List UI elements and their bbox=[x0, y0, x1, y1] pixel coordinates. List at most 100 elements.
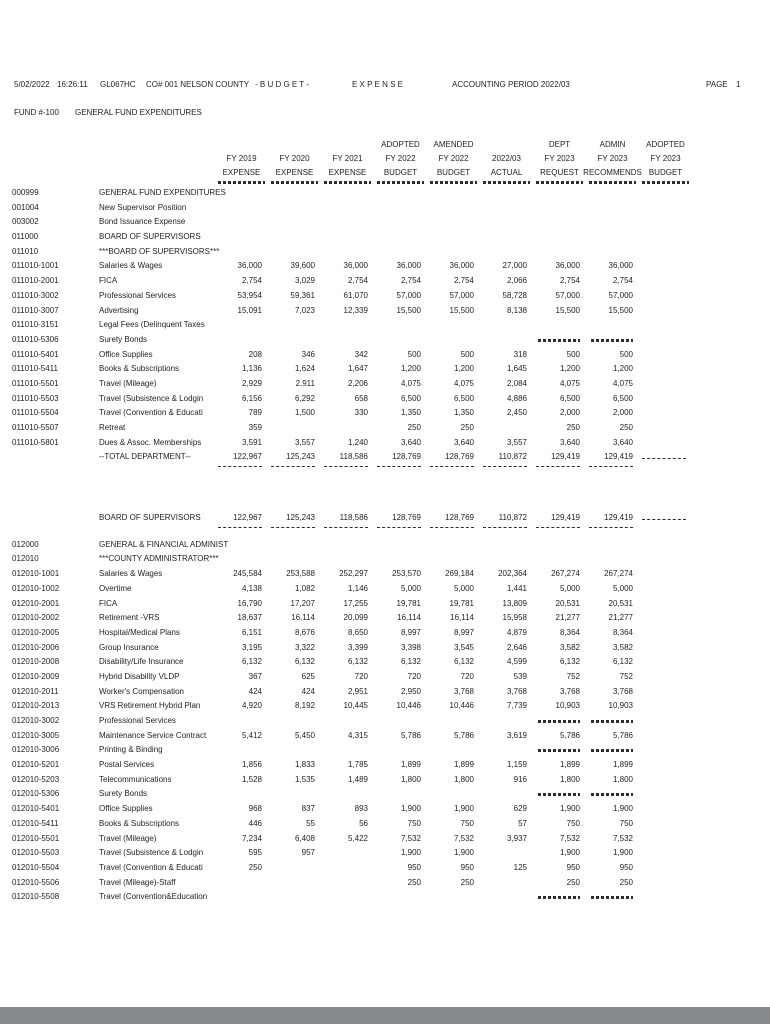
account-description: Retreat bbox=[99, 423, 126, 432]
column-header-label: EXPENSE bbox=[275, 168, 314, 177]
value-cell: 424 bbox=[248, 686, 262, 696]
value-cell: 3,619 bbox=[506, 730, 527, 740]
value-cell: 916 bbox=[513, 774, 527, 784]
value-cell: 3,768 bbox=[559, 686, 580, 696]
value-cell: 1,899 bbox=[400, 760, 421, 770]
value-cell: 750 bbox=[407, 818, 421, 828]
underlined-total bbox=[642, 518, 686, 521]
table-column-headers: FY 2019 EXPENSE FY 2020 EXPENSE FY 2021 EXPEN… bbox=[0, 130, 770, 184]
value-cell: 59,361 bbox=[290, 290, 315, 300]
value-cell: 446 bbox=[248, 818, 262, 828]
value-cell: 57,000 bbox=[396, 290, 421, 300]
value-cell: 750 bbox=[619, 818, 633, 828]
value-cell: 8,650 bbox=[347, 627, 368, 637]
account-code: 012010-2008 bbox=[12, 657, 60, 667]
value-cell: 1,856 bbox=[241, 760, 262, 770]
table-row: 012010-2001 FICA 16,790 17,207 17,255 19,781 1… bbox=[0, 597, 770, 612]
table-row: 011000 BOARD OF SUPERVISORS bbox=[0, 230, 770, 245]
value-cell: 6,132 bbox=[612, 657, 633, 667]
value-cell: 318 bbox=[513, 349, 527, 359]
account-code: 011010-5503 bbox=[12, 393, 59, 403]
account-code: 011010-1001 bbox=[12, 261, 59, 271]
value-cell: 1,800 bbox=[400, 774, 421, 784]
value-cell: 3,557 bbox=[506, 437, 527, 447]
value-cell: 500 bbox=[566, 349, 580, 359]
value-cell: 5,412 bbox=[241, 730, 262, 740]
account-description: VRS Retirement Hybrid Plan bbox=[99, 701, 201, 711]
table-row: 011010-5501 Travel (Mileage) 2,929 2,911 2,2… bbox=[0, 377, 770, 392]
value-cell: 20,531 bbox=[555, 598, 580, 608]
fund-line: FUND #-100 GENERAL FUND EXPENDITURES bbox=[0, 108, 770, 120]
dash-rule bbox=[591, 338, 633, 342]
underlined-total: 128,769 bbox=[377, 450, 421, 468]
account-description: Printing & Binding bbox=[99, 745, 163, 755]
account-description: Salaries & Wages bbox=[99, 261, 163, 271]
value-cell: 128,769 bbox=[427, 511, 480, 528]
value-cell: 330 bbox=[354, 408, 368, 418]
value-cell: 1,350 bbox=[400, 408, 421, 418]
account-description: New Supervisor Position bbox=[99, 202, 187, 212]
value-cell: 19,781 bbox=[396, 598, 421, 608]
value-cell: 6,500 bbox=[612, 393, 633, 403]
value-cell: 6,151 bbox=[241, 627, 262, 637]
value-cell: 129,419 bbox=[533, 450, 586, 468]
account-code: 012010-5501 bbox=[12, 833, 60, 843]
value-cell: 4,315 bbox=[347, 730, 368, 740]
table-row: 012010-2006 Group Insurance 3,195 3,322 3,39… bbox=[0, 641, 770, 656]
account-description: Travel (Mileage)-Staff bbox=[99, 877, 176, 887]
program-id: GL067HC bbox=[100, 80, 136, 89]
value-cell: 3,768 bbox=[453, 686, 474, 696]
fund-name: GENERAL FUND EXPENDITURES bbox=[75, 108, 202, 117]
page-label: PAGE bbox=[706, 80, 728, 89]
header-underline bbox=[589, 181, 636, 184]
value-cell: 4,920 bbox=[241, 701, 262, 711]
value-cell: 1,624 bbox=[294, 364, 315, 374]
account-code: 012010-5401 bbox=[12, 804, 60, 814]
value-cell: 1,800 bbox=[559, 774, 580, 784]
account-description: Professional Services bbox=[99, 290, 176, 300]
value-cell: 56 bbox=[359, 818, 368, 828]
account-description: BOARD OF SUPERVISORS bbox=[99, 513, 201, 523]
value-cell: 3,640 bbox=[612, 437, 633, 447]
value-cell: 245,584 bbox=[233, 569, 262, 579]
value-cell: 346 bbox=[301, 349, 315, 359]
account-code: 011010-5507 bbox=[12, 423, 59, 432]
value-cell: 16,114 bbox=[450, 613, 474, 623]
value-cell: 129,419 bbox=[586, 511, 639, 528]
value-cell: 267,274 bbox=[551, 569, 580, 579]
value-cell: 5,000 bbox=[559, 583, 580, 593]
value-cell: 500 bbox=[407, 349, 421, 359]
header-underline bbox=[642, 181, 689, 184]
value-cell: 950 bbox=[407, 862, 421, 872]
value-cell bbox=[533, 333, 586, 348]
value-cell: 125,243 bbox=[268, 450, 321, 468]
account-code: 011010-5306 bbox=[12, 334, 59, 344]
column-header-4: AMENDED FY 2022 BUDGET bbox=[427, 130, 480, 184]
account-description: Legal Fees (Delinquent Taxes bbox=[99, 320, 205, 330]
account-description: Office Supplies bbox=[99, 349, 153, 359]
value-cell: 5,786 bbox=[453, 730, 474, 740]
value-cell: 3,640 bbox=[559, 437, 580, 447]
value-cell: 3,322 bbox=[294, 642, 315, 652]
table-row: 012010-5501 Travel (Mileage) 7,234 6,408 5,4… bbox=[0, 832, 770, 847]
account-code: 011010-3002 bbox=[12, 290, 59, 300]
column-header-label: 2022/03 bbox=[492, 154, 521, 163]
account-description: Disability/Life Insurance bbox=[99, 657, 184, 667]
value-cell: 18,637 bbox=[237, 613, 262, 623]
value-cell: 15,500 bbox=[555, 305, 580, 315]
value-cell: 208 bbox=[248, 349, 262, 359]
value-cell: 1,082 bbox=[294, 583, 315, 593]
value-cell: 3,768 bbox=[612, 686, 633, 696]
account-code: 011010-3007 bbox=[12, 305, 59, 315]
column-header-label: FY 2022 bbox=[438, 154, 469, 163]
value-cell: 6,132 bbox=[241, 657, 262, 667]
underlined-total: 129,419 bbox=[536, 511, 580, 528]
underlined-total: 110,872 bbox=[483, 450, 527, 468]
value-cell: 118,586 bbox=[321, 511, 374, 528]
value-cell: 950 bbox=[619, 862, 633, 872]
dash-rule bbox=[591, 720, 633, 723]
table-row: 011010-3007 Advertising 15,091 7,023 12,339 1… bbox=[0, 304, 770, 319]
table-row: 001004 New Supervisor Position bbox=[0, 201, 770, 216]
header-underline bbox=[218, 181, 265, 184]
